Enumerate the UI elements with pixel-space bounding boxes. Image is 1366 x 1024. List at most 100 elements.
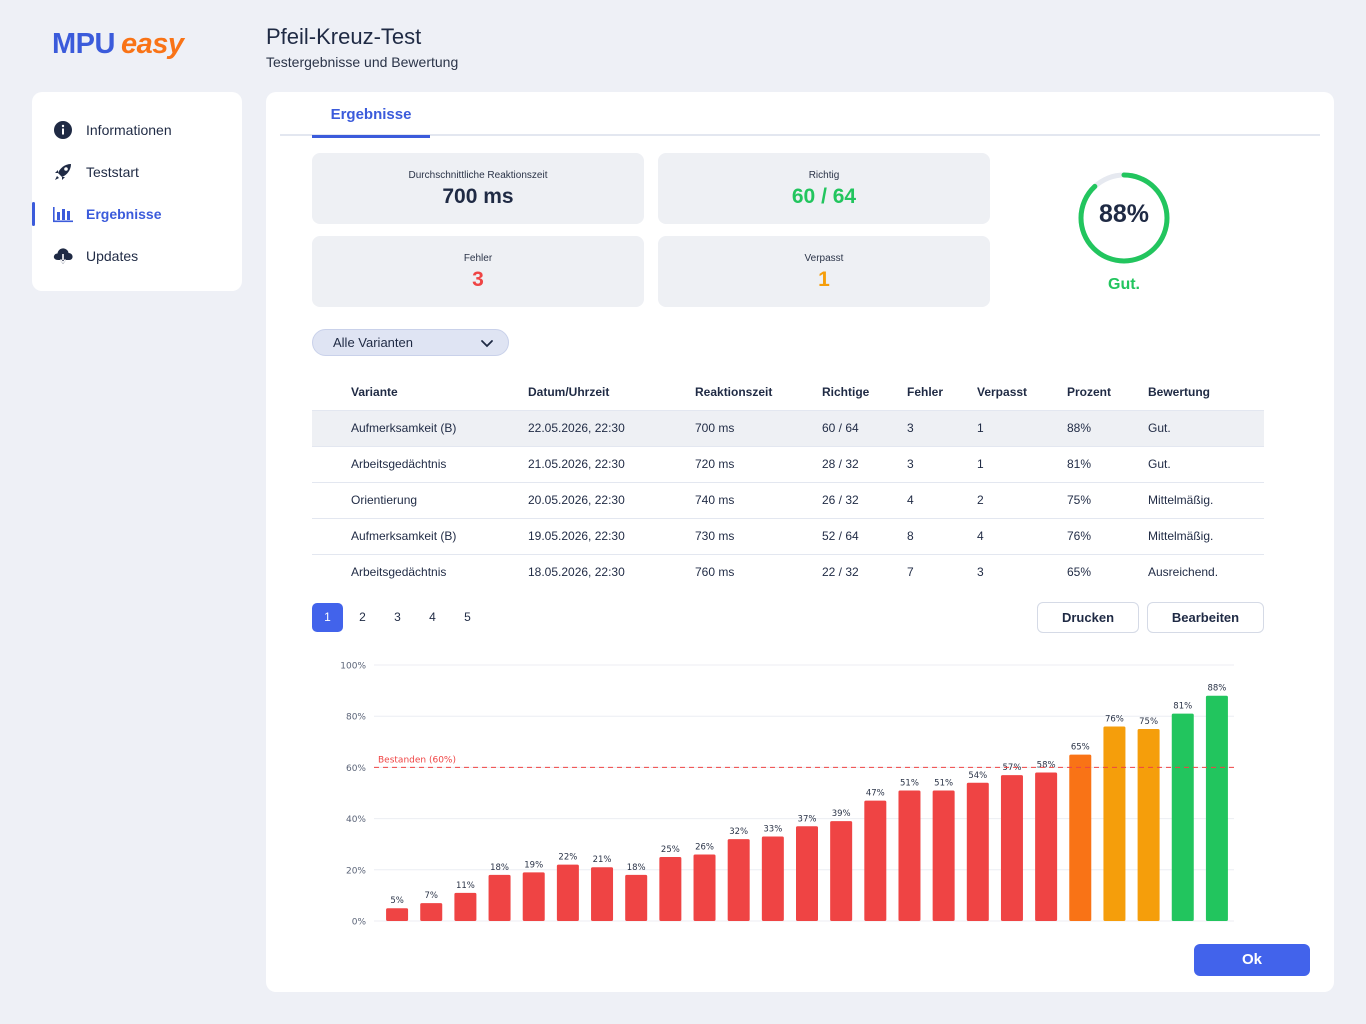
chart-bar xyxy=(1205,695,1228,921)
table-cell: 1 xyxy=(977,445,1067,482)
score-value: 88% xyxy=(1098,200,1150,228)
bar-value-label: 51% xyxy=(900,778,919,788)
table-cell: Orientierung xyxy=(312,481,528,518)
table-cell: 18.05.2026, 22:30 xyxy=(528,553,695,590)
column-header[interactable]: Fehler xyxy=(907,384,944,399)
bar-value-label: 22% xyxy=(558,853,577,863)
results-panel: Ergebnisse Durchschnittliche Reaktionsze… xyxy=(266,92,1334,992)
stat-value: 3 xyxy=(472,268,484,291)
page-5-button[interactable]: 5 xyxy=(464,610,471,624)
sidebar-item-label: Teststart xyxy=(86,164,139,180)
column-header[interactable]: Verpasst xyxy=(977,384,1028,399)
column-header[interactable]: Richtige xyxy=(822,384,870,399)
score-ring xyxy=(1078,172,1170,264)
page-2-button[interactable]: 2 xyxy=(359,610,366,624)
sidebar-item-updates[interactable]: Updates xyxy=(32,235,242,277)
stat-label: Fehler xyxy=(463,253,493,264)
table-cell: 2 xyxy=(977,481,1067,518)
column-header[interactable]: Reaktionszeit xyxy=(695,384,773,399)
variant-select[interactable]: Alle Varianten xyxy=(312,329,509,356)
table-row[interactable]: Arbeitsgedächtnis 18.05.2026, 22:30 760 ms… xyxy=(312,553,1264,590)
bar-value-label: 18% xyxy=(490,863,509,873)
table-cell: Arbeitsgedächtnis xyxy=(312,553,528,590)
bar-value-label: 51% xyxy=(934,778,953,788)
table-row[interactable]: Orientierung 20.05.2026, 22:30 740 ms 26 / … xyxy=(312,481,1264,518)
table-cell: Gut. xyxy=(1148,445,1264,482)
y-tick-label: 20% xyxy=(346,866,366,876)
tab-ergebnisse[interactable]: Ergebnisse xyxy=(312,92,430,138)
bar-value-label: 21% xyxy=(593,855,612,865)
column-header[interactable]: Variante xyxy=(351,384,398,399)
table-cell: 52 / 64 xyxy=(822,517,907,554)
page-4-button[interactable]: 4 xyxy=(429,610,436,624)
bar-value-label: 65% xyxy=(1071,743,1090,753)
table-cell: Arbeitsgedächtnis xyxy=(312,445,528,482)
table-cell: 20.05.2026, 22:30 xyxy=(528,481,695,518)
logo-primary: MPU xyxy=(52,28,115,60)
column-header[interactable]: Datum/Uhrzeit xyxy=(528,384,610,399)
table-cell: 3 xyxy=(977,553,1067,590)
table-cell: 22.05.2026, 22:30 xyxy=(528,409,695,446)
y-tick-label: 0% xyxy=(352,918,367,928)
results-table: Variante Datum/Uhrzeit Reaktionszeit Ric… xyxy=(312,374,1264,590)
bar-value-label: 39% xyxy=(832,809,851,819)
chart-bar xyxy=(1103,726,1126,921)
stat-label: Richtig xyxy=(808,170,840,181)
chart-bar xyxy=(1137,729,1160,921)
table-cell: 65% xyxy=(1067,553,1148,590)
sidebar-item-teststart[interactable]: Teststart xyxy=(32,151,242,193)
table-cell: 760 ms xyxy=(695,553,822,590)
table-cell: 21.05.2026, 22:30 xyxy=(528,445,695,482)
info-icon xyxy=(52,119,74,141)
table-row[interactable]: Arbeitsgedächtnis 21.05.2026, 22:30 720 ms… xyxy=(312,445,1264,482)
table-cell: 19.05.2026, 22:30 xyxy=(528,517,695,554)
bar-value-label: 75% xyxy=(1139,717,1158,727)
page-3-button[interactable]: 3 xyxy=(394,610,401,624)
sidebar-item-label: Updates xyxy=(86,248,139,264)
chart-bar xyxy=(454,892,477,921)
chart-bar xyxy=(966,782,989,921)
table-cell: 4 xyxy=(907,481,977,518)
page-subtitle: Testergebnisse und Bewertung xyxy=(266,54,459,70)
table-cell: 4 xyxy=(977,517,1067,554)
sidebar-item-informationen[interactable]: Informationen xyxy=(32,109,242,151)
threshold-label: Bestanden (60%) xyxy=(378,755,456,765)
column-header[interactable]: Bewertung xyxy=(1148,384,1211,399)
table-cell: Mittelmäßig. xyxy=(1148,517,1264,554)
page-title: Pfeil-Kreuz-Test xyxy=(266,24,422,49)
table-row[interactable]: Aufmerksamkeit (B) 19.05.2026, 22:30 730 m… xyxy=(312,517,1264,554)
table-cell: 60 / 64 xyxy=(822,409,907,446)
bar-value-label: 11% xyxy=(456,881,475,891)
table-header-row: Variante Datum/Uhrzeit Reaktionszeit Ric… xyxy=(312,374,1264,410)
edit-button[interactable]: Bearbeiten xyxy=(1147,602,1264,633)
sidebar-item-ergebnisse[interactable]: Ergebnisse xyxy=(32,193,242,235)
table-cell: 76% xyxy=(1067,517,1148,554)
y-tick-label: 60% xyxy=(346,764,366,774)
app-logo: MPU easy xyxy=(52,28,184,61)
chart-bar xyxy=(522,872,545,921)
score-rating: Gut. xyxy=(1108,276,1140,293)
table-row[interactable]: Aufmerksamkeit (B) 22.05.2026, 22:30 700 m… xyxy=(312,409,1264,446)
bar-value-label: 76% xyxy=(1105,714,1124,724)
ok-button[interactable]: Ok xyxy=(1194,944,1310,976)
table-cell: 28 / 32 xyxy=(822,445,907,482)
results-bar-chart: 0% 20% 40% 60% 80% 100% 5% 7% 11% 18% 19% 22% 21% 18%… xyxy=(340,662,1234,928)
chart-bar xyxy=(830,821,853,921)
bar-value-label: 88% xyxy=(1207,684,1226,694)
cloud-download-icon xyxy=(52,245,74,267)
page-1-button[interactable]: 1 xyxy=(312,603,343,632)
table-cell: 720 ms xyxy=(695,445,822,482)
stat-value: 1 xyxy=(818,268,830,291)
stat-card-correct: Richtig 60 / 64 xyxy=(658,153,990,224)
table-cell: 81% xyxy=(1067,445,1148,482)
column-header[interactable]: Prozent xyxy=(1067,384,1112,399)
bar-value-label: 58% xyxy=(1037,761,1056,771)
print-button[interactable]: Drucken xyxy=(1037,602,1139,633)
bar-value-label: 32% xyxy=(729,827,748,837)
table-cell: 730 ms xyxy=(695,517,822,554)
chart-bar xyxy=(1000,775,1023,921)
chart-bar xyxy=(898,790,921,921)
table-cell: 26 / 32 xyxy=(822,481,907,518)
chart-bar xyxy=(420,903,443,921)
bar-value-label: 33% xyxy=(763,825,782,835)
